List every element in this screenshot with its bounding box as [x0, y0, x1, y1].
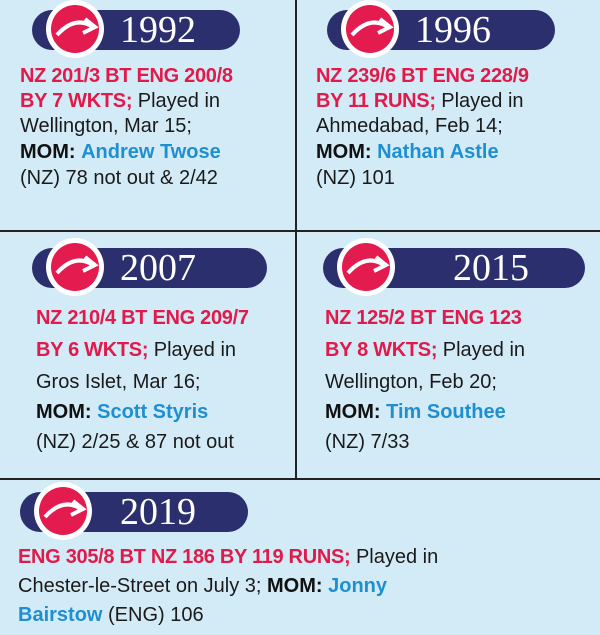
year-label: 1992	[120, 9, 196, 51]
mom-stats: (NZ) 78 not out & 2/42	[20, 167, 218, 189]
tournament-logo-icon	[341, 0, 399, 58]
mom-stats: (NZ) 101	[316, 167, 395, 189]
venue-line: Gros Islet, Mar 16;	[36, 371, 201, 393]
tournament-logo-icon	[337, 238, 395, 296]
venue-mom-line: Chester-le-Street on July 3; MOM: Jonny	[18, 575, 388, 597]
mom-line: MOM: Andrew Twose	[20, 141, 221, 163]
result-line: NZ 239/6 BT ENG 228/9	[316, 65, 529, 87]
mom-player-name: Jonny	[328, 575, 388, 597]
year-header: 2015	[323, 238, 585, 296]
venue-line: Ahmedabad, Feb 14;	[316, 115, 503, 137]
year-label: 2019	[120, 491, 196, 533]
margin-line: BY 11 RUNS; Played in	[316, 90, 524, 112]
divider-horizontal-1	[0, 230, 600, 232]
mom-stats: (NZ) 2/25 & 87 not out	[36, 431, 234, 453]
tournament-logo-icon	[46, 0, 104, 58]
venue-line: Wellington, Mar 15;	[20, 115, 192, 137]
mom-line: MOM: Nathan Astle	[316, 141, 499, 163]
mom-line: MOM: Tim Southee	[325, 401, 506, 423]
year-header: 1996	[327, 0, 555, 58]
result-line: NZ 210/4 BT ENG 209/7	[36, 307, 249, 329]
result-line: ENG 305/8 BT NZ 186 BY 119 RUNS; Played …	[18, 546, 439, 568]
year-header: 2007	[32, 238, 267, 296]
mom-stats: (NZ) 7/33	[325, 431, 410, 453]
mom-player-name: Andrew Twose	[81, 141, 221, 163]
year-label: 2007	[120, 247, 196, 289]
match-card-2015: 2015 NZ 125/2 BT ENG 123 BY 8 WKTS; Play…	[297, 232, 600, 478]
result-line: NZ 125/2 BT ENG 123	[325, 307, 522, 329]
mom-line: MOM: Scott Styris	[36, 401, 209, 423]
year-label: 2015	[453, 247, 529, 289]
year-header: 1992	[32, 0, 240, 58]
mom-player-surname: Bairstow	[18, 604, 103, 626]
mom-player-name: Nathan Astle	[377, 141, 499, 163]
year-label: 1996	[415, 9, 491, 51]
margin-line: BY 7 WKTS; Played in	[20, 90, 221, 112]
mom-player-name: Tim Southee	[386, 401, 506, 423]
match-card-2007: 2007 NZ 210/4 BT ENG 209/7 BY 6 WKTS; Pl…	[0, 232, 295, 478]
margin-line: BY 8 WKTS; Played in	[325, 339, 526, 361]
margin-line: BY 6 WKTS; Played in	[36, 339, 237, 361]
divider-vertical-top	[295, 0, 297, 480]
mom-stats-line: Bairstow (ENG) 106	[18, 604, 204, 626]
tournament-logo-icon	[34, 482, 92, 540]
result-line: NZ 201/3 BT ENG 200/8	[20, 65, 233, 87]
year-header: 2019	[20, 482, 248, 540]
mom-player-name: Scott Styris	[97, 401, 209, 423]
match-card-1996: 1996 NZ 239/6 BT ENG 228/9 BY 11 RUNS; P…	[297, 0, 600, 230]
divider-horizontal-2	[0, 478, 600, 480]
venue-line: Wellington, Feb 20;	[325, 371, 497, 393]
match-card-1992: 1992 NZ 201/3 BT ENG 200/8 BY 7 WKTS; Pl…	[0, 0, 295, 230]
match-card-2019: 2019 ENG 305/8 BT NZ 186 BY 119 RUNS; Pl…	[0, 480, 600, 635]
tournament-logo-icon	[46, 238, 104, 296]
